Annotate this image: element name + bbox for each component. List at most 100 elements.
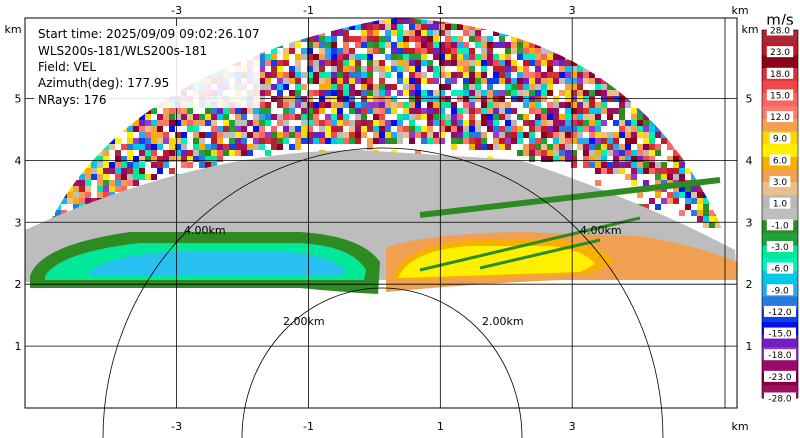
noise-cell xyxy=(541,54,547,60)
noise-cell xyxy=(109,138,115,144)
noise-cell xyxy=(661,180,667,186)
noise-cell xyxy=(301,72,307,78)
noise-cell xyxy=(295,78,301,84)
noise-cell xyxy=(379,132,385,138)
noise-cell xyxy=(523,96,529,102)
noise-cell xyxy=(637,156,643,162)
noise-cell xyxy=(367,84,373,90)
noise-cell xyxy=(565,90,571,96)
noise-cell xyxy=(241,120,247,126)
noise-cell xyxy=(535,144,541,150)
noise-cell xyxy=(343,48,349,54)
noise-cell xyxy=(205,150,211,156)
noise-cell xyxy=(541,90,547,96)
noise-cell xyxy=(511,48,517,54)
noise-cell xyxy=(463,48,469,54)
noise-cell xyxy=(397,18,403,24)
noise-cell xyxy=(139,150,145,156)
noise-cell xyxy=(511,36,517,42)
colorbar-label: 23.0 xyxy=(766,46,794,58)
noise-cell xyxy=(229,108,235,114)
noise-cell xyxy=(469,60,475,66)
noise-cell xyxy=(235,144,241,150)
noise-cell xyxy=(739,78,745,84)
noise-cell xyxy=(109,162,115,168)
noise-cell xyxy=(541,120,547,126)
noise-cell xyxy=(523,102,529,108)
noise-cell xyxy=(439,66,445,72)
noise-cell xyxy=(571,156,577,162)
noise-cell xyxy=(685,192,691,198)
noise-cell xyxy=(205,108,211,114)
colorbar-label: -1.0 xyxy=(766,219,794,231)
noise-cell xyxy=(655,174,661,180)
noise-cell xyxy=(289,78,295,84)
noise-cell xyxy=(499,66,505,72)
noise-cell xyxy=(349,90,355,96)
noise-cell xyxy=(277,144,283,150)
noise-cell xyxy=(739,150,745,156)
noise-cell xyxy=(361,90,367,96)
noise-cell xyxy=(529,144,535,150)
noise-cell xyxy=(637,108,643,114)
noise-cell xyxy=(487,90,493,96)
noise-cell xyxy=(553,54,559,60)
noise-cell xyxy=(439,132,445,138)
noise-cell xyxy=(427,66,433,72)
noise-cell xyxy=(253,132,259,138)
noise-cell xyxy=(301,84,307,90)
noise-cell xyxy=(349,132,355,138)
noise-cell xyxy=(283,60,289,66)
noise-cell xyxy=(637,168,643,174)
noise-cell xyxy=(739,186,745,192)
noise-cell xyxy=(487,120,493,126)
noise-cell xyxy=(577,96,583,102)
noise-cell xyxy=(487,84,493,90)
noise-cell xyxy=(547,66,553,72)
noise-cell xyxy=(379,108,385,114)
noise-cell xyxy=(295,72,301,78)
noise-cell xyxy=(679,174,685,180)
noise-cell xyxy=(535,72,541,78)
noise-cell xyxy=(403,66,409,72)
noise-cell xyxy=(607,114,613,120)
noise-cell xyxy=(427,42,433,48)
noise-cell xyxy=(115,180,121,186)
noise-cell xyxy=(367,24,373,30)
noise-cell xyxy=(457,132,463,138)
noise-cell xyxy=(565,78,571,84)
noise-cell xyxy=(643,120,649,126)
noise-cell xyxy=(361,42,367,48)
noise-cell xyxy=(517,114,523,120)
noise-cell xyxy=(445,54,451,60)
noise-cell xyxy=(373,90,379,96)
noise-cell xyxy=(631,108,637,114)
noise-cell xyxy=(307,102,313,108)
noise-cell xyxy=(361,36,367,42)
noise-cell xyxy=(259,132,265,138)
noise-cell xyxy=(385,84,391,90)
noise-cell xyxy=(421,24,427,30)
noise-cell xyxy=(421,72,427,78)
noise-cell xyxy=(439,42,445,48)
noise-cell xyxy=(571,120,577,126)
noise-cell xyxy=(319,120,325,126)
noise-cell xyxy=(379,138,385,144)
noise-cell xyxy=(373,102,379,108)
noise-cell xyxy=(325,78,331,84)
noise-cell xyxy=(403,36,409,42)
noise-cell xyxy=(553,78,559,84)
noise-cell xyxy=(415,42,421,48)
noise-cell xyxy=(331,96,337,102)
noise-cell xyxy=(439,138,445,144)
noise-cell xyxy=(307,48,313,54)
noise-cell xyxy=(145,156,151,162)
noise-cell xyxy=(199,120,205,126)
noise-cell xyxy=(571,138,577,144)
noise-cell xyxy=(409,138,415,144)
noise-cell xyxy=(517,42,523,48)
noise-cell xyxy=(595,150,601,156)
noise-cell xyxy=(469,30,475,36)
noise-cell xyxy=(643,156,649,162)
noise-cell xyxy=(559,60,565,66)
